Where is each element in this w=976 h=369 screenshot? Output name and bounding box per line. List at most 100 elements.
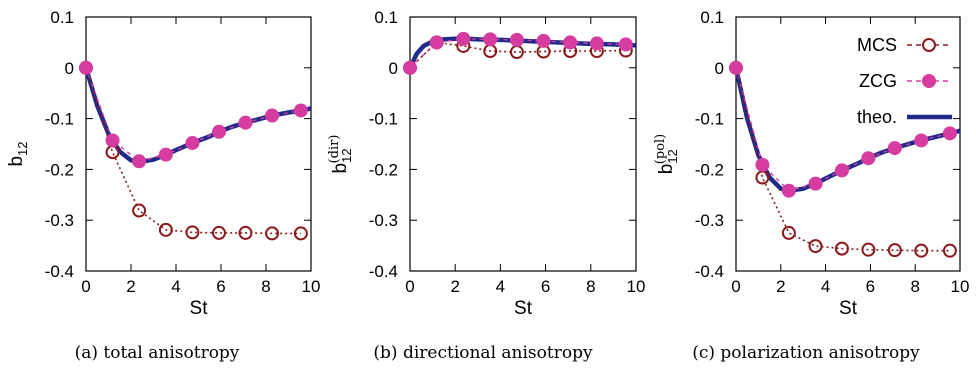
plot-frame (85, 16, 312, 272)
zcg-point (861, 151, 876, 166)
y-axis-label-superscript: (dir) (327, 135, 342, 164)
y-axis-label: b12 (6, 141, 30, 166)
zcg-point (834, 163, 849, 178)
mcs-point (132, 203, 147, 218)
legend: MCS ZCG theo. (857, 35, 952, 127)
panel-total-anisotropy: 0 2 4 6 8 10 0.1 0 -0.1 -0.2 -0.3 -0.4 St b12 (a) tota… (6, 8, 320, 363)
theo-line (410, 36, 636, 69)
y-tick-label: 0.1 (700, 8, 724, 27)
y-tick-label: 0 (389, 59, 398, 78)
panel-caption: (c) polarization anisotropy (692, 343, 920, 363)
plot-frame (735, 16, 961, 272)
mcs-point (834, 241, 849, 256)
x-tick-label: 4 (496, 277, 505, 296)
x-tick-label: 10 (627, 277, 646, 296)
zcg-point (429, 35, 444, 50)
y-tick-label: -0.2 (695, 160, 724, 179)
legend-label-ZCG: ZCG (859, 71, 897, 91)
zcg-point (563, 35, 578, 50)
zcg-point (79, 60, 93, 75)
zcg-point (942, 126, 957, 141)
mcs-point (808, 239, 823, 254)
y-tick-label: -0.3 (695, 211, 724, 230)
mcs-point (755, 170, 770, 185)
zcg-point (618, 37, 633, 52)
legend-label-theo: theo. (857, 107, 897, 127)
zcg-point (158, 147, 173, 162)
mcs-point (105, 145, 120, 160)
y-axis-label-base: b (330, 163, 351, 174)
legend-marker-zcg (922, 74, 936, 88)
zcg-point (105, 133, 120, 148)
x-tick-label: 6 (866, 277, 875, 296)
panel-directional-anisotropy: 0 2 4 6 8 10 0.1 0 -0.1 -0.2 -0.3 -0.4 St b12(dir) (b)… (327, 8, 645, 363)
mcs-point (914, 243, 929, 258)
zcg-point (238, 115, 253, 130)
y-tick-label: -0.2 (45, 160, 74, 179)
plot-frame (409, 16, 637, 272)
mcs-point (887, 243, 902, 258)
zcg-point (914, 133, 929, 148)
zcg-point (536, 33, 551, 48)
zcg-point (211, 124, 226, 139)
x-tick-label: 2 (126, 277, 135, 296)
panel-caption: (b) directional anisotropy (373, 343, 593, 363)
mcs-point (158, 222, 173, 237)
y-axis-label-superscript: (pol) (653, 134, 668, 164)
y-tick-label: -0.1 (695, 110, 724, 129)
mcs-point (781, 225, 796, 240)
x-tick-label: 6 (216, 277, 225, 296)
zcg-point (781, 183, 796, 198)
y-tick-label: -0.3 (45, 211, 74, 230)
zcg-point (483, 32, 498, 47)
x-axis-label: St (514, 298, 533, 319)
zcg-point (265, 108, 280, 123)
y-tick-label: -0.1 (369, 110, 398, 129)
zcg-point (185, 135, 200, 150)
zcg-point (589, 36, 604, 51)
zcg-point (456, 31, 471, 46)
x-tick-label: 2 (776, 277, 785, 296)
mcs-point (238, 225, 253, 240)
mcs-point (185, 225, 200, 240)
mcs-point (293, 226, 308, 241)
y-axis-label: b12(dir) (327, 135, 354, 174)
y-tick-label: -0.4 (369, 262, 398, 281)
zcg-point (729, 60, 743, 75)
x-tick-label: 8 (261, 277, 270, 296)
mcs-point (861, 242, 876, 257)
zcg-point (755, 157, 770, 172)
zcg-point (887, 141, 902, 156)
y-tick-label: -0.3 (369, 211, 398, 230)
mcs-point (265, 226, 280, 241)
x-tick-label: 10 (302, 277, 321, 296)
legend-marker-mcs (922, 38, 936, 52)
y-tick-label: -0.2 (369, 160, 398, 179)
y-axis-label-subscript: 12 (15, 141, 30, 155)
zcg-line (86, 67, 302, 163)
mcs-line (736, 67, 950, 252)
x-tick-label: 8 (910, 277, 919, 296)
mcs-point (942, 243, 957, 258)
x-axis-label: St (190, 298, 209, 319)
y-axis-label-subscript: 12 (665, 149, 680, 163)
zcg-point (293, 103, 308, 118)
x-tick-label: 10 (951, 277, 970, 296)
legend-label-MCS: MCS (857, 35, 897, 55)
zcg-point (403, 60, 417, 75)
zcg-point (808, 176, 823, 191)
mcs-point (211, 225, 226, 240)
y-tick-label: 0.1 (374, 8, 398, 27)
y-tick-label: -0.4 (45, 262, 74, 281)
y-tick-label: 0 (65, 59, 74, 78)
x-tick-label: 6 (541, 277, 550, 296)
y-axis-label: b12(pol) (653, 134, 680, 175)
y-tick-label: -0.1 (45, 110, 74, 129)
x-axis-label: St (839, 298, 858, 319)
zcg-point (509, 32, 524, 47)
x-tick-label: 2 (450, 277, 459, 296)
x-tick-label: 0 (405, 277, 414, 296)
y-tick-label: -0.4 (695, 262, 724, 281)
y-tick-label: 0 (715, 59, 724, 78)
y-axis-label-base: b (656, 164, 677, 175)
